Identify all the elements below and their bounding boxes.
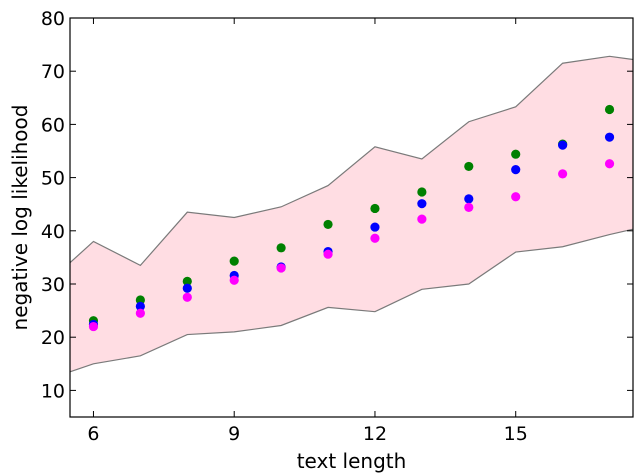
series-2-point: [229, 275, 239, 285]
series-0-point: [417, 187, 427, 197]
x-tick-label: 6: [87, 423, 99, 445]
y-tick-label: 30: [41, 274, 65, 296]
x-tick-label: 12: [363, 423, 387, 445]
series-2-point: [558, 169, 568, 179]
scatter-points: [88, 104, 615, 332]
series-0-point: [276, 243, 286, 253]
series-0-point: [604, 104, 615, 115]
series-1-point: [417, 199, 427, 209]
y-tick-label: 10: [41, 380, 65, 402]
y-tick-label: 60: [41, 114, 65, 136]
series-2-point: [604, 159, 615, 169]
y-tick-label: 80: [41, 8, 65, 30]
series-0-point: [464, 161, 474, 172]
band-upper-edge: [69, 55, 634, 267]
series-1-point: [135, 301, 145, 311]
y-tick-label: 40: [41, 221, 65, 243]
series-0-point: [229, 256, 239, 266]
series-2-point: [88, 321, 99, 332]
confidence-band: [69, 55, 634, 373]
y-tick-label: 70: [41, 61, 65, 83]
series-0-point: [370, 203, 380, 214]
x-tick-label: 15: [504, 423, 528, 445]
x-axis-label: text length: [297, 449, 407, 473]
series-0-point: [511, 149, 521, 159]
y-axis-ticks: 10 20 30 40 50 60 70 80: [41, 8, 633, 402]
series-1-point: [604, 132, 615, 142]
series-2-point: [464, 202, 474, 212]
series-2-point: [323, 249, 333, 259]
series-0-point: [323, 219, 333, 230]
plot-frame: [69, 17, 634, 418]
series-1-point: [370, 222, 380, 232]
band-lower-edge: [69, 228, 634, 373]
series-1-point: [558, 140, 568, 150]
series-1-point: [464, 194, 474, 204]
series-1-point: [511, 165, 521, 175]
series-2-point: [182, 292, 192, 302]
y-tick-label: 20: [41, 327, 65, 349]
series-1-point: [182, 283, 192, 293]
series-2-point: [417, 214, 427, 224]
series-2-point: [276, 263, 286, 273]
series-0-point: [135, 295, 145, 305]
series-2-point: [135, 308, 145, 318]
x-tick-label: 9: [228, 423, 240, 445]
band-fill: [70, 56, 633, 372]
x-axis-ticks: 6 9 12 15: [87, 18, 528, 445]
series-2-point: [370, 233, 380, 243]
y-axis-label: negative log likelihood: [8, 105, 32, 331]
series-2-point: [511, 192, 521, 202]
series-0-point: [182, 276, 192, 286]
y-tick-label: 50: [41, 168, 65, 190]
